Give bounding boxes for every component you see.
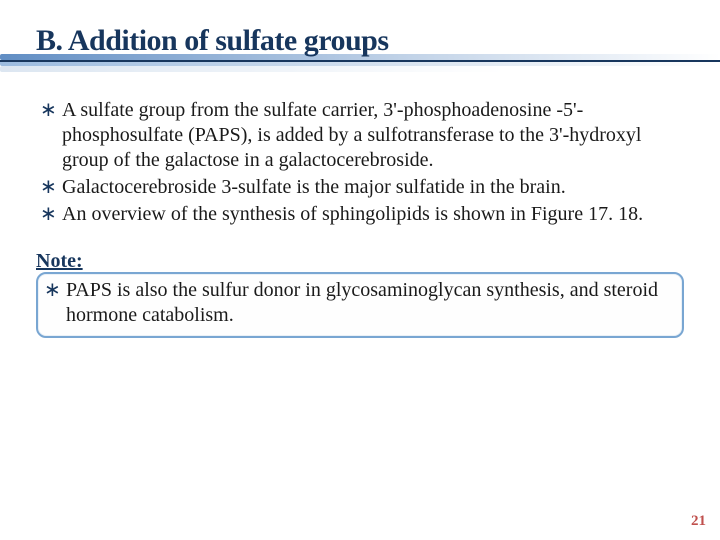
bullet-item: PAPS is also the sulfur donor in glycosa… [40, 278, 676, 328]
note-bullet-list: PAPS is also the sulfur donor in glycosa… [40, 278, 676, 328]
slide-title: B. Addition of sulfate groups [36, 24, 684, 60]
main-bullet-list: A sulfate group from the sulfate carrier… [36, 98, 684, 227]
bullet-item: An overview of the synthesis of sphingol… [36, 202, 684, 227]
bullet-item: Galactocerebroside 3-sulfate is the majo… [36, 175, 684, 200]
title-underline [0, 60, 720, 62]
slide: B. Addition of sulfate groups A sulfate … [0, 0, 720, 540]
bullet-item: A sulfate group from the sulfate carrier… [36, 98, 684, 173]
note-box: PAPS is also the sulfur donor in glycosa… [36, 272, 684, 338]
note-label: Note: [36, 249, 684, 274]
page-number: 21 [691, 513, 706, 530]
slide-body: A sulfate group from the sulfate carrier… [36, 98, 684, 338]
title-region: B. Addition of sulfate groups [36, 24, 684, 60]
